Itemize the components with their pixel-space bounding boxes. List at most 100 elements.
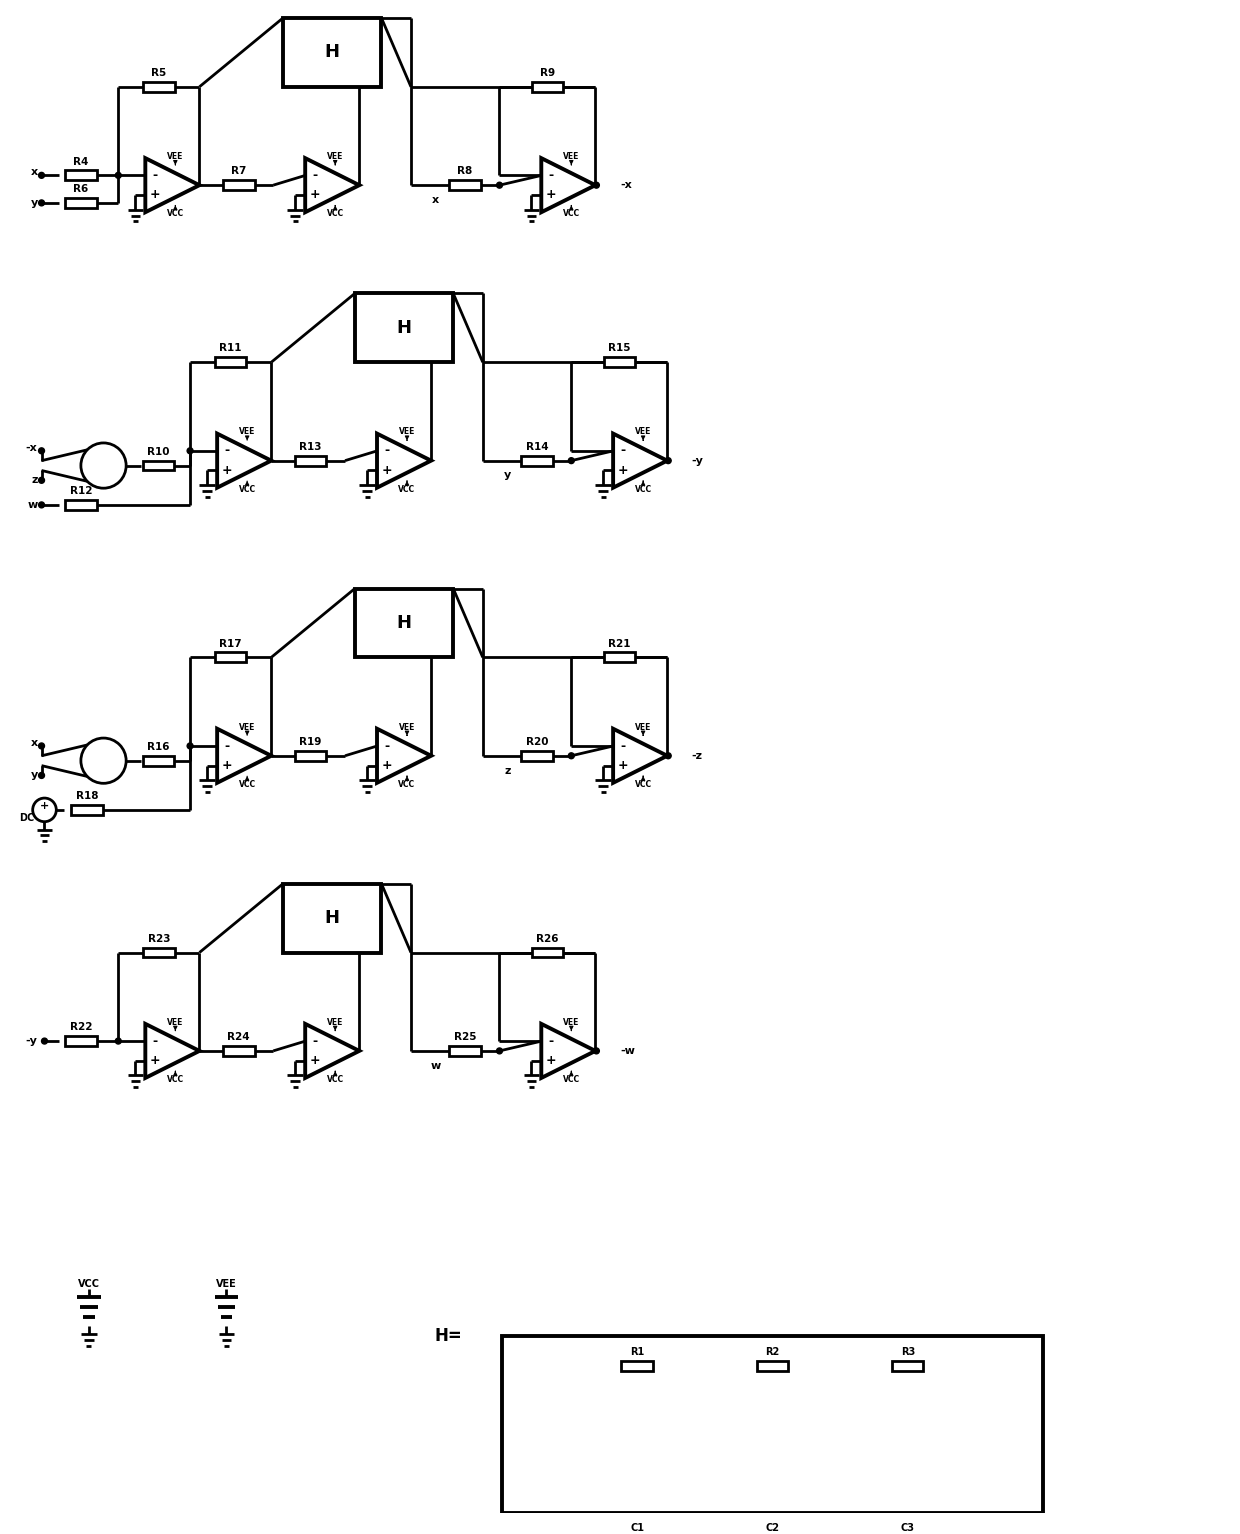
Bar [295, 456, 326, 465]
Text: R8: R8 [458, 166, 472, 176]
Text: R23: R23 [148, 934, 170, 943]
Text: VCC: VCC [398, 779, 415, 788]
Polygon shape [613, 434, 667, 488]
Text: VEE: VEE [239, 428, 255, 437]
Polygon shape [145, 1023, 200, 1078]
Text: +: + [222, 759, 232, 772]
Text: +: + [382, 463, 392, 477]
Text: VEE: VEE [563, 1017, 579, 1026]
Bar [756, 1361, 789, 1371]
Bar [295, 750, 326, 761]
Bar [449, 1046, 481, 1055]
Polygon shape [613, 729, 667, 782]
Text: y: y [30, 770, 37, 781]
Text: VEE: VEE [635, 428, 651, 437]
Bar [143, 460, 175, 471]
Polygon shape [217, 434, 272, 488]
Text: R13: R13 [299, 442, 322, 453]
Bar [521, 750, 553, 761]
Bar [604, 357, 635, 367]
Text: +: + [546, 189, 557, 201]
Text: -: - [384, 739, 389, 753]
Text: R7: R7 [231, 166, 247, 176]
Bar [355, 293, 454, 362]
Text: -x: -x [620, 179, 631, 190]
Bar [502, 1336, 1043, 1513]
Polygon shape [377, 729, 432, 782]
Text: H: H [397, 614, 412, 632]
Text: -: - [548, 169, 553, 183]
Text: -z: -z [692, 750, 703, 761]
Text: H: H [325, 910, 340, 927]
Text: R22: R22 [69, 1022, 92, 1032]
Circle shape [594, 183, 599, 189]
Text: VEE: VEE [327, 152, 343, 161]
Circle shape [665, 753, 671, 759]
Text: VCC: VCC [78, 1279, 99, 1289]
Circle shape [38, 199, 45, 206]
Text: -: - [620, 445, 625, 457]
Circle shape [187, 448, 193, 454]
Text: -: - [153, 1034, 157, 1048]
Circle shape [38, 477, 45, 483]
Circle shape [594, 1048, 599, 1054]
Text: -x: -x [26, 443, 37, 453]
Text: R6: R6 [73, 184, 88, 195]
Text: +: + [150, 189, 160, 201]
Text: -: - [548, 1034, 553, 1048]
Text: VCC: VCC [238, 779, 255, 788]
Polygon shape [305, 1023, 360, 1078]
Bar [621, 1361, 653, 1371]
Text: +: + [310, 1054, 320, 1068]
Bar [66, 1035, 97, 1046]
Bar [532, 81, 563, 92]
Text: x: x [31, 167, 37, 178]
Polygon shape [145, 158, 200, 212]
Circle shape [41, 1039, 47, 1045]
Text: C3: C3 [900, 1523, 915, 1532]
Circle shape [38, 448, 45, 454]
Text: -: - [620, 739, 625, 753]
Circle shape [38, 502, 45, 508]
Text: VCC: VCC [635, 485, 652, 494]
Bar [143, 81, 175, 92]
Circle shape [568, 753, 574, 759]
Circle shape [496, 183, 502, 189]
Circle shape [115, 172, 122, 178]
Text: R10: R10 [148, 446, 170, 457]
Polygon shape [377, 434, 432, 488]
Text: VCC: VCC [635, 779, 652, 788]
Text: VEE: VEE [399, 723, 415, 732]
Text: C2: C2 [765, 1523, 780, 1532]
Polygon shape [305, 158, 360, 212]
Text: DC: DC [19, 813, 35, 822]
Bar [215, 652, 247, 663]
Text: R16: R16 [148, 742, 170, 752]
Circle shape [187, 742, 193, 749]
Text: y: y [503, 471, 511, 480]
Text: -: - [312, 169, 317, 183]
Text: VEE: VEE [167, 1017, 184, 1026]
Bar [892, 1361, 924, 1371]
Bar [215, 357, 247, 367]
Circle shape [496, 1048, 502, 1054]
Bar [449, 181, 481, 190]
Text: -: - [153, 169, 157, 183]
Bar [521, 456, 553, 465]
Polygon shape [217, 729, 272, 782]
Text: VCC: VCC [326, 1075, 343, 1085]
Circle shape [38, 742, 45, 749]
Text: VCC: VCC [563, 1075, 580, 1085]
Text: x: x [432, 195, 439, 206]
Text: w: w [430, 1060, 440, 1071]
Text: +: + [546, 1054, 557, 1068]
Bar [66, 198, 97, 207]
Bar [532, 948, 563, 957]
Text: +: + [310, 189, 320, 201]
Text: -w: -w [620, 1046, 635, 1055]
Text: x: x [31, 738, 37, 749]
Text: -: - [224, 739, 229, 753]
Text: R20: R20 [526, 736, 548, 747]
Text: z: z [31, 476, 37, 485]
Circle shape [81, 738, 126, 784]
